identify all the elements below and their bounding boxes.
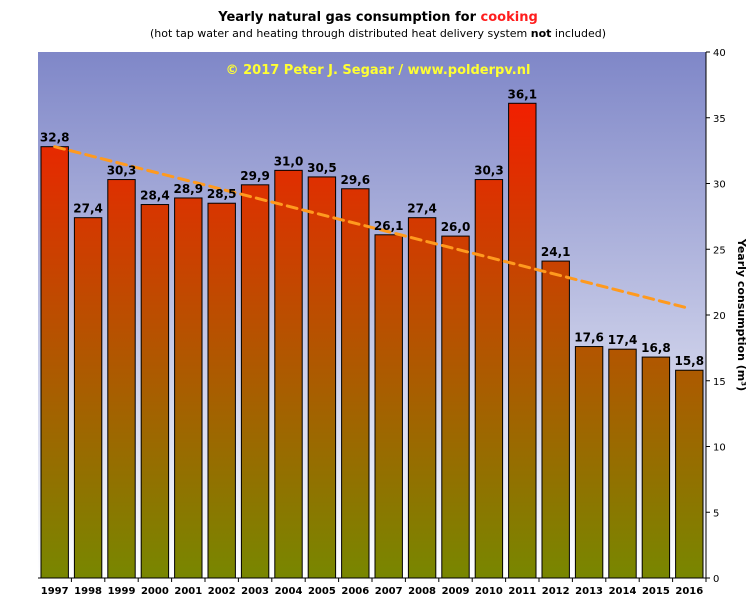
x-tick-1998: 1998 [74, 586, 102, 597]
x-tick-2008: 2008 [408, 586, 436, 597]
bar-2011 [508, 102, 537, 579]
y-tick-5: 5 [713, 508, 719, 519]
y-tick-10: 10 [713, 443, 726, 454]
value-label-2003: 29,9 [240, 169, 270, 183]
x-tick-2013: 2013 [575, 586, 603, 597]
value-label-2009: 26,0 [441, 220, 471, 234]
value-label-2000: 28,4 [140, 189, 170, 203]
x-tick-1999: 1999 [108, 586, 136, 597]
value-label-1997: 32,8 [40, 131, 70, 145]
x-tick-2012: 2012 [542, 586, 570, 597]
value-label-2012: 24,1 [541, 245, 571, 259]
bars-group [40, 102, 704, 579]
bar-2015 [641, 356, 671, 579]
value-label-2011: 36,1 [507, 87, 537, 101]
y-tick-labels: 0 5 10 15 20 25 30 35 40 [706, 48, 726, 585]
y-tick-40: 40 [713, 48, 726, 59]
value-label-2010: 30,3 [474, 164, 504, 178]
x-tick-2014: 2014 [609, 586, 637, 597]
x-tick-2001: 2001 [174, 586, 202, 597]
plot-background [38, 52, 706, 578]
bar-2016 [675, 369, 704, 579]
x-tick-2004: 2004 [275, 586, 303, 597]
x-tick-2000: 2000 [141, 586, 169, 597]
bar-2004 [274, 169, 303, 579]
chart-subtitle-suffix: included) [551, 27, 607, 40]
bar-2007 [374, 234, 403, 579]
value-labels-group: 32,827,430,328,4 28,9 28,529,931,0 30,529,6… [40, 87, 704, 368]
y-tick-30: 30 [713, 180, 726, 191]
bar-1998 [73, 217, 103, 579]
y-tick-0: 0 [713, 574, 719, 585]
bar-2010 [474, 179, 504, 579]
bar-2003 [240, 184, 270, 579]
value-label-2008: 27,4 [407, 202, 437, 216]
x-tick-1997: 1997 [41, 586, 69, 597]
chart-title-block: Yearly natural gas consumption for cooki… [0, 10, 756, 41]
value-label-2004: 31,0 [274, 154, 304, 168]
value-label-2014: 17,4 [608, 333, 638, 347]
x-tick-2005: 2005 [308, 586, 336, 597]
chart-title-highlight: cooking [480, 10, 538, 25]
x-tick-2002: 2002 [208, 586, 236, 597]
y-tick-20: 20 [713, 311, 726, 322]
chart-title-prefix: Yearly natural gas consumption for [218, 10, 481, 25]
y-axis-label: Yearly consumption (m³) [735, 238, 748, 391]
value-label-2005: 30,5 [307, 161, 337, 175]
y-tick-15: 15 [713, 377, 726, 388]
x-tick-2006: 2006 [341, 586, 369, 597]
x-tick-2015: 2015 [642, 586, 670, 597]
bar-2005 [307, 176, 337, 579]
value-label-2007: 26,1 [374, 219, 404, 233]
value-label-1998: 27,4 [73, 202, 103, 216]
bar-2008 [407, 217, 437, 579]
chart-title: Yearly natural gas consumption for cooki… [0, 10, 756, 26]
x-tick-2011: 2011 [508, 586, 536, 597]
chart-subtitle-prefix: (hot tap water and heating through distr… [149, 27, 531, 40]
bar-2002 [207, 202, 236, 579]
value-label-2015: 16,8 [641, 341, 671, 355]
bar-2001 [174, 197, 203, 579]
value-label-2001: 28,9 [173, 182, 203, 196]
y-tick-25: 25 [713, 245, 726, 256]
y-tick-35: 35 [713, 114, 726, 125]
x-tick-labels: 1997 1998 1999 2000 2001 2002 2003 2004 2005 2006… [41, 578, 707, 597]
bar-2000 [140, 204, 170, 579]
value-label-2006: 29,6 [340, 173, 370, 187]
bar-1999 [107, 179, 136, 579]
value-label-2013: 17,6 [574, 331, 604, 345]
bar-1997 [40, 146, 69, 579]
chart-subtitle-bold: not [530, 27, 552, 40]
value-label-1999: 30,3 [107, 164, 137, 178]
x-tick-2007: 2007 [375, 586, 403, 597]
value-label-2002: 28,5 [207, 187, 237, 201]
watermark: © 2017 Peter J. Segaar / www.polderpv.nl [226, 63, 531, 78]
x-tick-2003: 2003 [241, 586, 269, 597]
x-tick-2009: 2009 [442, 586, 470, 597]
x-tick-2010: 2010 [475, 586, 503, 597]
bar-2012 [541, 260, 570, 579]
bar-2006 [341, 188, 370, 579]
bar-2009 [441, 235, 470, 579]
bar-2013 [574, 346, 604, 579]
trendline [53, 145, 691, 310]
chart-subtitle: (hot tap water and heating through distr… [0, 26, 756, 41]
value-label-2016: 15,8 [674, 354, 704, 368]
x-tick-2016: 2016 [675, 586, 703, 597]
bar-2014 [608, 348, 637, 579]
